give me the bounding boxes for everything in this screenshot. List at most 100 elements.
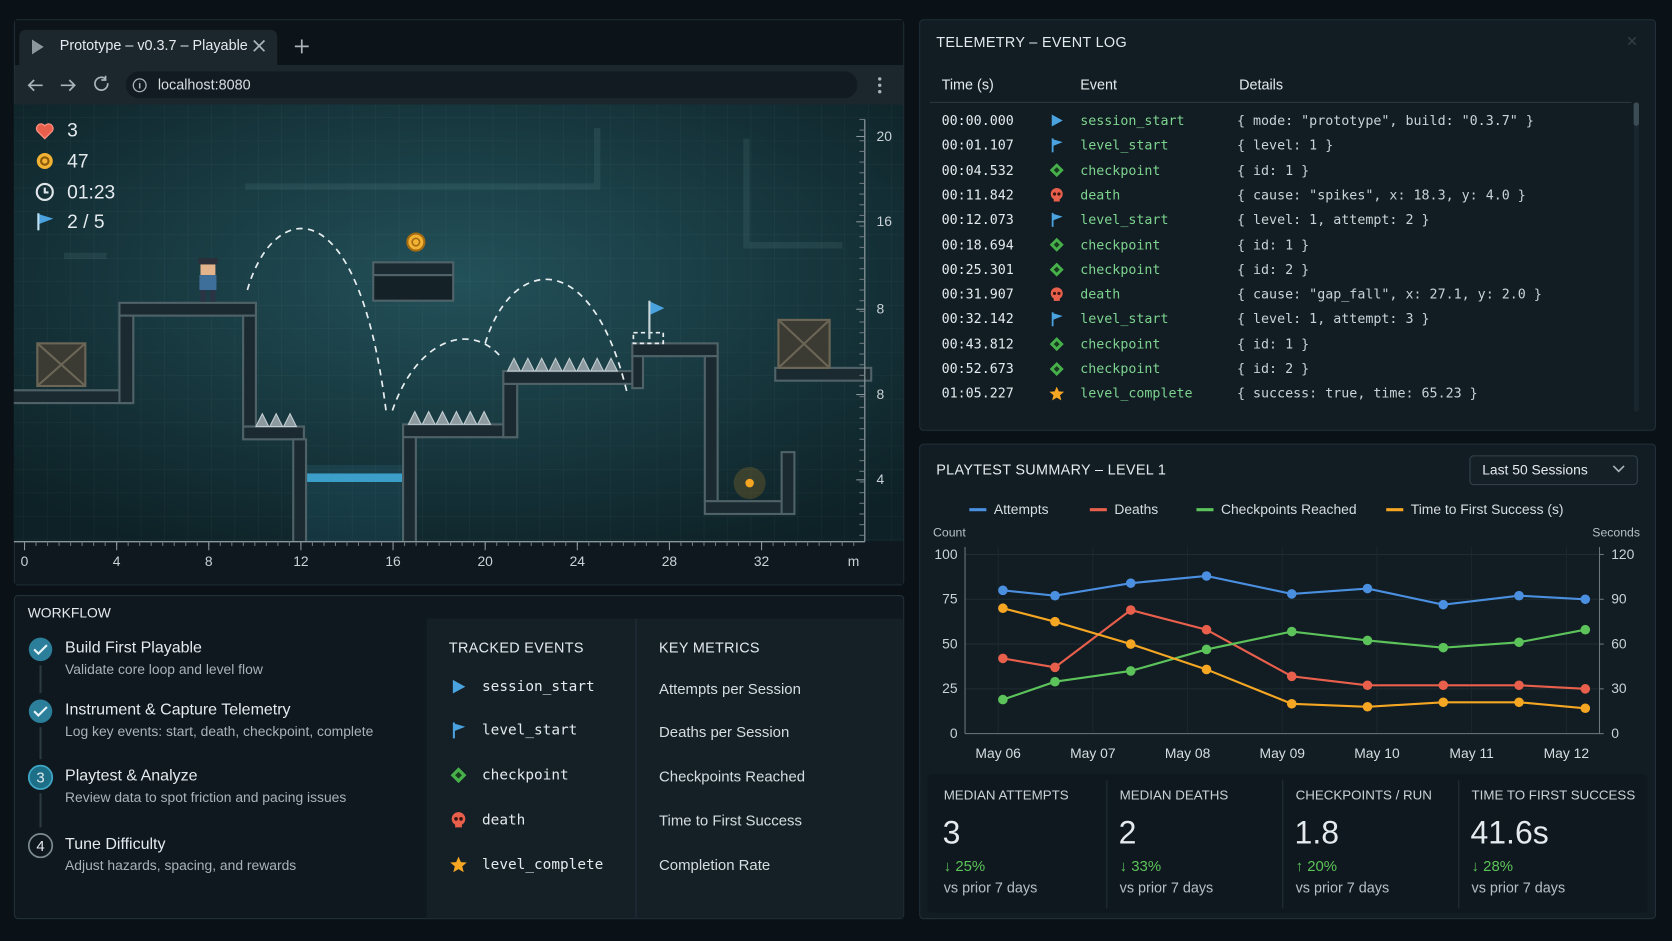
- step-number: 4: [36, 837, 45, 855]
- x-ruler-label: 16: [385, 553, 401, 570]
- icon-star: [450, 856, 467, 873]
- browser-icons: [27, 39, 882, 94]
- spike: [562, 357, 577, 372]
- tab-favicon: [31, 39, 44, 55]
- menu[interactable]: [878, 77, 882, 94]
- log-time: 00:31.907: [941, 285, 1014, 302]
- y2-tick-label: 60: [1611, 635, 1627, 652]
- log-details: { id: 2 }: [1236, 360, 1310, 377]
- icon-flag: [1053, 213, 1063, 221]
- spike: [506, 357, 522, 372]
- coin: [406, 232, 426, 252]
- hud-coins: 47: [67, 150, 89, 172]
- log-details: { cause: "gap_fall", x: 27.1, y: 2.0 }: [1236, 285, 1542, 302]
- kpi-value: 2: [1118, 815, 1137, 851]
- data-point: [1362, 680, 1373, 691]
- range-dropdown[interactable]: [1469, 455, 1638, 486]
- tracked-title: TRACKED EVENTS: [448, 639, 584, 656]
- legend-label: Attempts: [993, 501, 1049, 518]
- legend-label: Time to First Success (s): [1410, 501, 1564, 518]
- log-time: 00:12.073: [941, 211, 1014, 228]
- icon-flag: [1053, 313, 1063, 320]
- data-point: [1514, 637, 1524, 648]
- log-event: death: [1080, 186, 1121, 203]
- tracked-event: session_start: [481, 678, 595, 696]
- hud-flags: 2 / 5: [67, 211, 105, 233]
- back[interactable]: [27, 79, 43, 92]
- spike: [449, 410, 464, 425]
- address-bar[interactable]: [125, 71, 858, 99]
- kpi-strip: [927, 774, 1648, 913]
- url[interactable]: localhost:8080: [157, 76, 251, 93]
- data-point: [1580, 594, 1591, 605]
- kpi-note: vs prior 7 days: [1471, 879, 1566, 896]
- icon-star: [1049, 386, 1065, 401]
- data-point: [1438, 599, 1449, 610]
- y-tick-label: 75: [942, 590, 958, 607]
- new-tab[interactable]: [294, 39, 309, 54]
- kpi-value: 41.6s: [1470, 815, 1549, 851]
- tracked-event: death: [481, 811, 526, 829]
- log-details: { level: 1, attempt: 3 }: [1236, 310, 1430, 327]
- icon-skull: [451, 812, 466, 826]
- x-tick-label: May 08: [1164, 745, 1211, 762]
- forward[interactable]: [60, 79, 76, 92]
- scroll-thumb[interactable]: [1633, 102, 1639, 126]
- data-point: [1050, 616, 1060, 627]
- step-check: [33, 706, 48, 718]
- step-description: Adjust hazards, spacing, and rewards: [65, 857, 297, 874]
- log-time: 00:32.142: [941, 310, 1014, 327]
- spike: [255, 412, 270, 428]
- log-time: 01:05.227: [941, 385, 1014, 402]
- spike: [576, 357, 591, 372]
- data-point: [1201, 571, 1212, 581]
- range-value[interactable]: Last 50 Sessions: [1482, 461, 1588, 478]
- event-icon: [1051, 312, 1063, 327]
- col-details: Details: [1239, 76, 1284, 93]
- event-icon: [1050, 188, 1063, 202]
- icon-jaw: [455, 822, 462, 828]
- step-done: [28, 637, 53, 662]
- icon-diamond-inner: [455, 771, 462, 779]
- coin-inner: [411, 237, 421, 247]
- data-point: [1286, 671, 1297, 682]
- y-ruler-label: 8: [876, 300, 885, 317]
- log-event: checkpoint: [1080, 261, 1161, 278]
- icon-skull: [1050, 188, 1063, 201]
- event-icon: [452, 679, 466, 694]
- log-details: { level: 1, attempt: 2 }: [1236, 211, 1430, 228]
- key-metric: Deaths per Session: [658, 722, 790, 741]
- y2-tick-label: 30: [1611, 680, 1627, 697]
- data-point: [1125, 639, 1136, 649]
- log-close[interactable]: [1627, 36, 1637, 46]
- spike: [534, 357, 549, 372]
- hud-lives: 3: [67, 119, 78, 141]
- x-tick-label: May 07: [1070, 745, 1116, 762]
- tab-close[interactable]: [253, 39, 266, 52]
- tab[interactable]: [19, 29, 278, 66]
- reload[interactable]: [94, 75, 109, 91]
- data-point: [1125, 666, 1136, 676]
- log-title: TELEMETRY – EVENT LOG: [936, 34, 1127, 51]
- event-icon: [450, 856, 467, 873]
- log-details: { id: 2 }: [1236, 261, 1310, 278]
- col-time: Time (s): [941, 76, 994, 93]
- data-point: [1286, 589, 1297, 599]
- data-point: [1201, 664, 1212, 675]
- y-ruler-label: 4: [876, 471, 885, 488]
- y-ruler-label: 20: [876, 127, 892, 144]
- event-icon: [450, 767, 467, 784]
- spikes: [255, 357, 619, 428]
- spike: [435, 410, 450, 425]
- site-info[interactable]: [132, 78, 147, 93]
- x-tick-label: May 10: [1354, 745, 1400, 762]
- spike: [603, 357, 619, 372]
- scroll-track: [1633, 102, 1639, 412]
- icon-skull: [1050, 287, 1063, 300]
- event-icon: [1049, 361, 1064, 376]
- x-ruler-label: 20: [477, 553, 493, 570]
- log-time: 00:01.107: [941, 136, 1014, 153]
- event-icon: [1050, 287, 1063, 301]
